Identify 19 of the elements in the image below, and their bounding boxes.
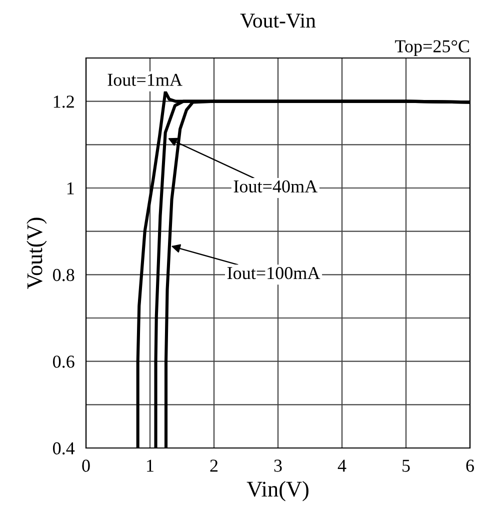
annotation: Iout=100mA <box>227 267 320 280</box>
x-tick-label: 1 <box>147 460 154 472</box>
y-tick-label: 0.6 <box>53 356 74 368</box>
x-tick-label: 2 <box>210 460 218 472</box>
annotation: Iout=1mA <box>108 74 182 86</box>
x-tick-label: 6 <box>466 460 474 472</box>
text: Top=25°C <box>395 40 470 56</box>
x-tick-label: 0 <box>82 460 90 472</box>
y-tick-label: 0.4 <box>53 442 75 455</box>
y-tick-label: 0.8 <box>53 268 74 282</box>
y-axis-title: Vout(V) <box>26 218 47 289</box>
chart-title: Vout-Vin <box>240 14 316 28</box>
y-tick-label: 1 <box>67 182 74 194</box>
x-tick-label: 3 <box>274 460 282 472</box>
annotation: Iout=40mA <box>234 180 318 193</box>
y-tick-label: 1.2 <box>54 96 74 108</box>
x-axis-title: Vin(V) <box>246 481 308 502</box>
x-tick-label: 5 <box>402 460 410 472</box>
x-tick-label: 4 <box>338 460 346 472</box>
